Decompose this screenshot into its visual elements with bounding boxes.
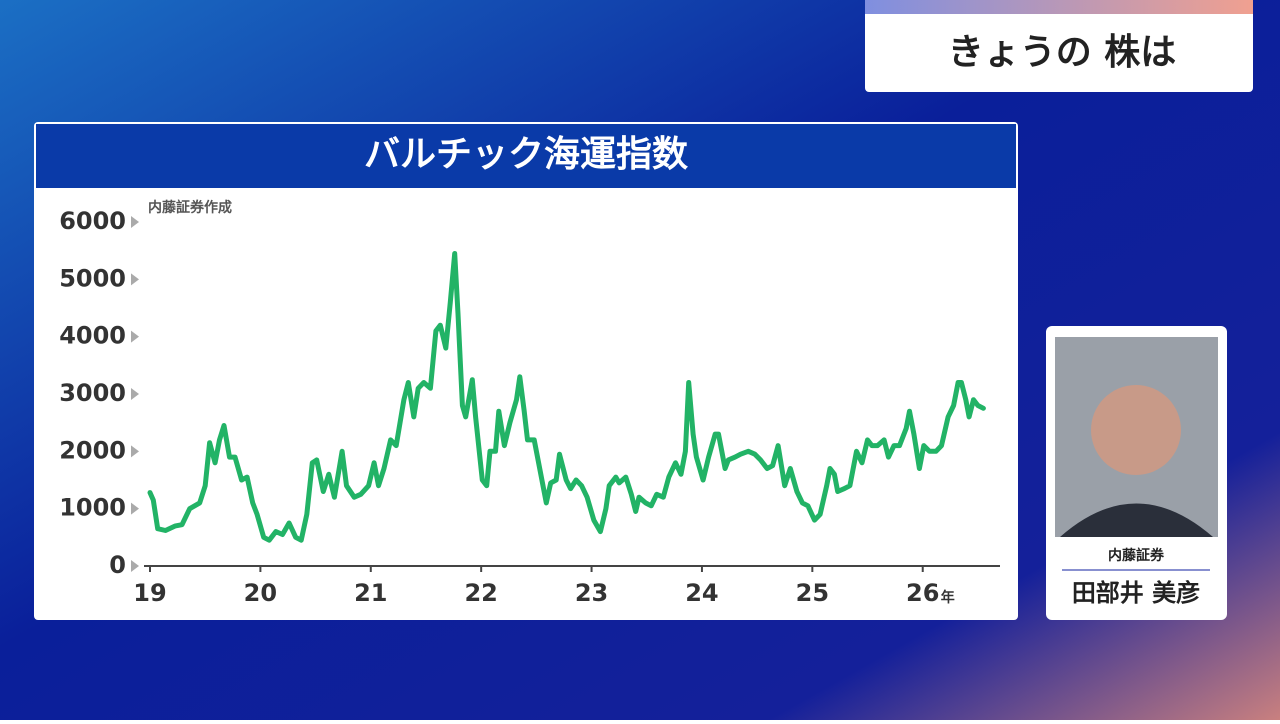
x-tick-label: 20	[244, 579, 277, 607]
presenter-name: 田部井 美彦	[1072, 579, 1200, 607]
y-tick-marker	[131, 273, 139, 286]
chart-title: バルチック海運指数	[364, 134, 688, 175]
x-axis-unit: 年	[941, 589, 955, 606]
data-line	[147, 251, 986, 543]
header-title: きょうの 株は	[948, 32, 1177, 73]
x-tick-label: 23	[575, 579, 608, 607]
header-strip	[865, 0, 1253, 14]
plot: 0 1000 2000 3000 4000 5000 6000 19 20 21 22 23 24 25 2…	[59, 207, 1000, 607]
y-tick-marker	[131, 560, 139, 572]
x-tick-label: 26	[906, 579, 939, 607]
header-box	[865, 0, 1253, 92]
presenter-company: 内藤証券	[1108, 547, 1165, 564]
y-tick-label: 5000	[59, 264, 126, 292]
presenter-suit	[1060, 503, 1213, 537]
y-tick-label: 0	[109, 551, 126, 579]
y-tick-label: 2000	[59, 436, 126, 464]
x-tick-label: 21	[354, 579, 387, 607]
y-tick-marker	[131, 388, 139, 400]
x-tick-label: 19	[133, 579, 166, 607]
y-tick-marker	[131, 216, 139, 228]
y-tick-label: 3000	[59, 379, 126, 407]
y-tick-marker	[131, 330, 139, 343]
x-tick-label: 22	[464, 579, 497, 607]
y-tick-marker	[131, 445, 139, 458]
chart-panel	[34, 122, 1018, 620]
x-tick-label: 25	[796, 579, 829, 607]
presenter-face	[1091, 385, 1181, 475]
y-tick-label: 4000	[59, 322, 126, 350]
y-tick-label: 1000	[59, 494, 126, 522]
chart-note: 内藤証券作成	[148, 199, 232, 216]
y-tick-marker	[131, 502, 139, 515]
y-tick-label: 6000	[59, 207, 126, 235]
x-tick-label: 24	[685, 579, 718, 607]
chart-title-bar	[36, 124, 1016, 188]
